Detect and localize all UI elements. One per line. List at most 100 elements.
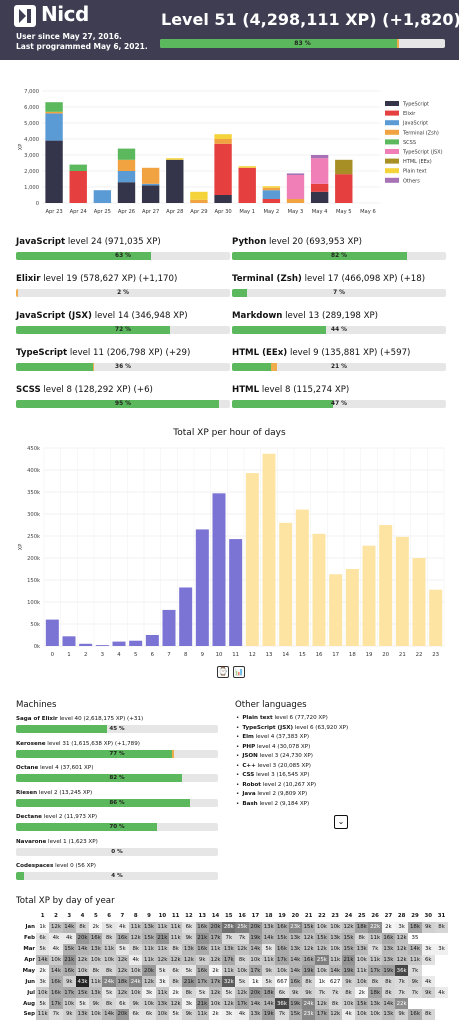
hourly-chart-title: Total XP per hour of days <box>173 428 286 438</box>
month-row: Feb 6k 4k 4k 20k 16k 8k 16k 12k 15k 21k 11k 9k 21k 17k… <box>14 932 448 944</box>
day-cell: 22k <box>395 998 409 1010</box>
bar-segment <box>335 174 353 203</box>
level-new-progress-fill <box>396 39 400 48</box>
day-cell: 19k <box>341 965 356 977</box>
bar-segment <box>262 190 281 199</box>
bar-segment <box>141 183 160 186</box>
day-cell: 6k <box>115 998 130 1010</box>
day-number: 29 <box>411 913 419 920</box>
day-cell: 8k <box>381 976 396 988</box>
day-cell: 7k <box>395 987 409 999</box>
language-progress-bar: 2 % <box>16 289 230 297</box>
day-cell: 6k <box>275 987 289 999</box>
other-language-level: level 4 (30,078 XP) <box>255 743 311 750</box>
chart-view-button[interactable]: 📊 <box>233 666 245 678</box>
progress-label: 63 % <box>115 253 131 259</box>
day-number: 6 <box>107 913 112 920</box>
bar-segment <box>141 167 160 184</box>
other-language-level: level 4 (37,383 XP) <box>253 734 310 741</box>
hour-bar <box>229 539 243 646</box>
day-cell: 10k <box>75 965 90 977</box>
bar-segment <box>335 159 353 175</box>
day-cell: 10k <box>129 965 143 977</box>
day-cell: 11k <box>89 976 103 988</box>
language-progress-bar: 72 % <box>16 326 230 334</box>
day-cell: 14k <box>288 965 302 977</box>
day-cell: 10k <box>315 921 329 933</box>
month-label: May <box>22 967 35 974</box>
day-cell: 18k <box>115 976 130 988</box>
x-tick-label: 11 <box>232 652 239 658</box>
day-cell: 10k <box>235 965 249 977</box>
x-tick-label: 19 <box>366 652 373 658</box>
clock-view-button[interactable]: ⌚ <box>217 666 229 678</box>
level-progress-label: 83 % <box>294 40 311 47</box>
progress-label: 21 % <box>331 364 347 370</box>
x-tick-label: 4 <box>117 652 121 658</box>
day-cell: 10k <box>355 1009 369 1020</box>
expand-languages-button[interactable]: ⌄ <box>334 815 348 829</box>
machine-level: level 4 (37,601 XP) <box>38 765 94 771</box>
language-title: JavaScript <box>16 237 66 247</box>
language-level: level 13 (289,198 XP) <box>282 311 379 321</box>
day-cell: 15k <box>315 932 329 944</box>
legend-swatch <box>385 120 399 126</box>
language-name: Elixir level 19 (578,627 XP) (+1,170) <box>16 274 177 285</box>
hour-bar <box>95 645 109 646</box>
month-row: Apr 14k 10k 21k 12k 10k 10k 12k 4k 11k 12k 12k 12k 9k… <box>14 954 448 966</box>
day-cell: 3k <box>222 1009 236 1020</box>
day-cell: 20k <box>142 965 156 977</box>
bar-segment <box>214 195 232 203</box>
day-cell: 16k <box>195 921 209 933</box>
legend-label: TypeScript (JSX) <box>402 150 443 156</box>
language-progress-bar: 7 % <box>232 289 446 297</box>
progress-label: 7 % <box>333 290 345 296</box>
progress-label: 4 % <box>111 873 123 879</box>
day-cell: 6k <box>182 921 196 933</box>
day-cell <box>435 976 448 987</box>
x-tick-label: 17 <box>332 652 339 658</box>
day-number: 19 <box>278 913 286 920</box>
day-number: 31 <box>437 913 446 920</box>
day-cell: 10k <box>368 1009 382 1020</box>
bar-segment <box>117 171 136 183</box>
bar-segment <box>141 185 160 203</box>
day-cell: 15k <box>341 943 356 955</box>
progress-label: 36 % <box>115 364 131 370</box>
username: Nicd <box>41 2 89 26</box>
header-bar: Nicd User since May 27, 2016. Last progr… <box>0 0 459 60</box>
bar-segment <box>45 113 63 141</box>
day-cell: 4k <box>341 1009 356 1020</box>
legend-label: SCSS <box>403 140 416 146</box>
other-language-title: Elm <box>242 734 254 741</box>
day-cell: 12k <box>115 987 130 999</box>
language-title: SCSS <box>16 385 41 395</box>
bar-segment <box>45 140 63 203</box>
y-tick-label: 450k <box>27 446 40 452</box>
day-cell: 6k <box>168 965 183 977</box>
language-level: level 20 (693,953 XP) <box>266 237 362 247</box>
day-cell: 10k <box>89 1009 103 1020</box>
day-cell: 17k <box>208 976 223 988</box>
day-cell: 1k <box>315 976 329 988</box>
y-tick-label: 250k <box>27 534 40 540</box>
day-cell: 43k <box>75 976 90 988</box>
language-title: JavaScript (JSX) <box>16 311 92 321</box>
day-number: 16 <box>238 913 246 920</box>
x-tick-label: 1 <box>67 652 70 658</box>
legend-label: Elixir <box>403 111 416 117</box>
progress-label: 2 % <box>117 290 129 296</box>
hour-bar <box>312 533 326 646</box>
machine-title: Codespaces <box>16 863 54 869</box>
other-language-title: Java <box>242 791 256 798</box>
day-cell: 24k <box>129 976 143 988</box>
day-cell: 23k <box>288 921 302 933</box>
bar-segment <box>310 183 329 192</box>
day-cell: 12k <box>395 932 409 944</box>
day-cell: 5k <box>195 987 209 999</box>
day-cell: 12k <box>115 965 130 977</box>
day-cell: 7k <box>408 987 422 999</box>
day-cell: 17k <box>222 954 236 966</box>
x-tick-label: May 2 <box>264 209 280 215</box>
progress-label: 44 % <box>331 327 347 333</box>
